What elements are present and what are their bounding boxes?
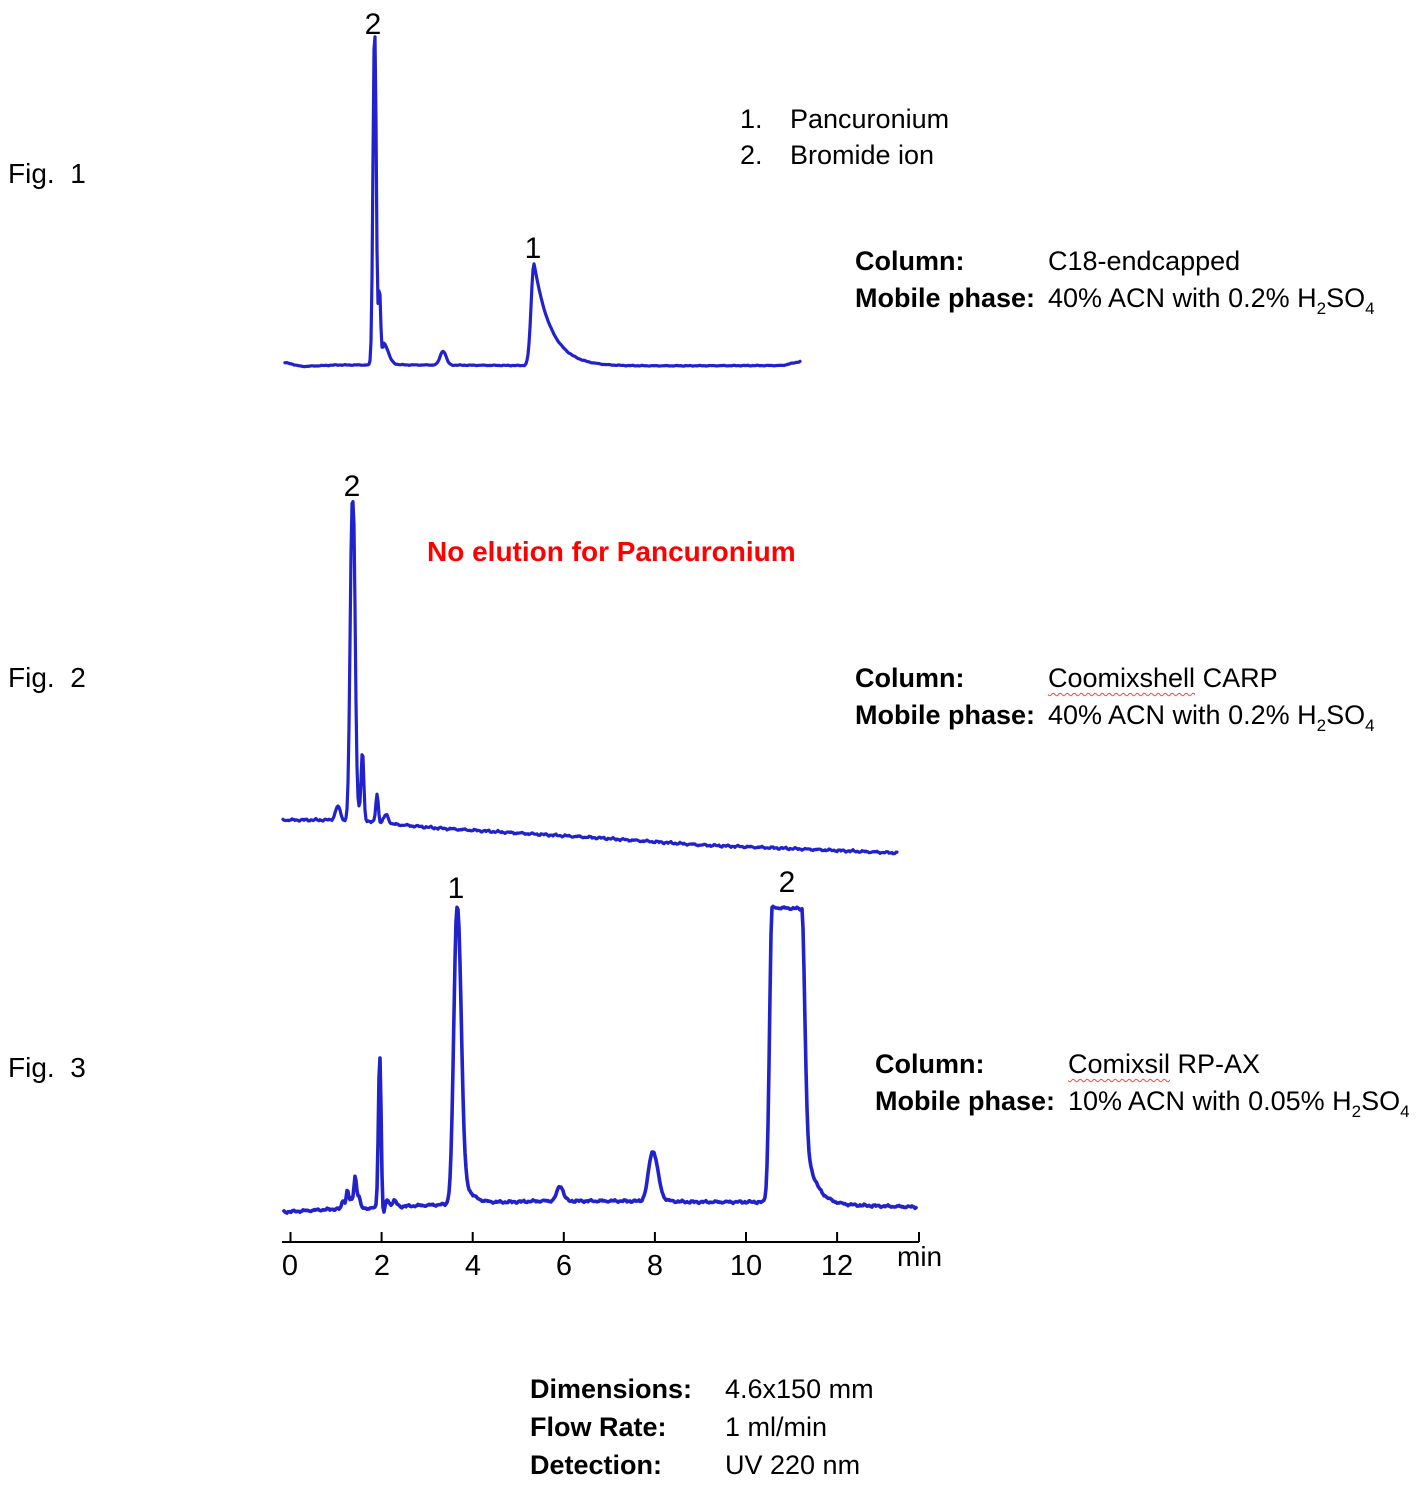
time-axis [282, 1232, 920, 1243]
flow-rate-value: 1 ml/min [725, 1412, 828, 1442]
fig1-mobile-sub1: 2 [1316, 299, 1327, 318]
fig2-mobile-sub1: 2 [1316, 716, 1327, 735]
axis-tick-2: 2 [373, 1250, 391, 1282]
fig2-column-rest: CARP [1195, 663, 1278, 693]
fig1-column-value: C18-endcapped [1048, 243, 1375, 280]
fig2-mobile-value: 40% ACN with 0.2% H2SO4 [1048, 697, 1375, 737]
detection-label: Detection: [530, 1450, 663, 1480]
fig1-info: Column: C18-endcapped Mobile phase: 40% … [855, 243, 1375, 320]
fig3-info: Column: Comixsil RP-AX Mobile phase: 10%… [875, 1046, 1410, 1123]
fig3-column-rest: RP-AX [1170, 1049, 1261, 1079]
figure-3-label: Fig. 3 [8, 1052, 86, 1083]
fig3-mobile-value: 10% ACN with 0.05% H2SO4 [1068, 1083, 1410, 1123]
fig3-column-word: Comixsil [1068, 1049, 1171, 1079]
fig1-mobile-mid: SO [1326, 283, 1366, 313]
figure-1-label: Fig. 1 [8, 158, 86, 189]
axis-tick-8: 8 [646, 1250, 664, 1282]
detection-value: UV 220 nm [725, 1450, 861, 1480]
fig3-mobile-sub2: 4 [1400, 1102, 1410, 1121]
axis-tick-10: 10 [729, 1250, 763, 1282]
fig1-mobile-value: 40% ACN with 0.2% H2SO4 [1048, 280, 1375, 320]
fig2-trace [281, 499, 899, 856]
fig1-peak2-label: 2 [364, 8, 382, 41]
fig1-column-word: C18-endcapped [1048, 246, 1241, 276]
axis-unit-label: min [897, 1241, 943, 1272]
fig1-trace [283, 35, 802, 369]
method-footer: Dimensions: 4.6x150 mm Flow Rate: 1 ml/m… [530, 1370, 874, 1484]
fig3-trace [282, 904, 918, 1215]
dimensions-value: 4.6x150 mm [725, 1374, 874, 1404]
fig2-column-value: Coomixshell CARP [1048, 660, 1375, 697]
fig2-column-label: Column: [855, 663, 965, 693]
axis-tick-0: 0 [281, 1250, 299, 1282]
dimensions-label: Dimensions: [530, 1374, 693, 1404]
fig2-info: Column: Coomixshell CARP Mobile phase: 4… [855, 660, 1375, 737]
figure-2-label: Fig. 2 [8, 662, 86, 693]
fig3-column-value: Comixsil RP-AX [1068, 1046, 1410, 1083]
fig3-peak1-label: 1 [447, 872, 465, 905]
fig2-mobile-label: Mobile phase: [855, 700, 1036, 730]
peak-legend: 1. Pancuronium 2. Bromide ion [740, 101, 949, 173]
fig1-mobile-sub2: 4 [1365, 299, 1375, 318]
fig1-peak1-label: 1 [524, 232, 542, 265]
axis-tick-12: 12 [820, 1250, 854, 1282]
axis-tick-6: 6 [555, 1250, 573, 1282]
fig2-mobile-sub2: 4 [1365, 716, 1375, 735]
axis-tick-4: 4 [464, 1250, 482, 1282]
fig3-mobile-sub1: 2 [1351, 1102, 1362, 1121]
fig2-mobile-mid: SO [1326, 700, 1366, 730]
legend-number-1: 1. [740, 104, 763, 134]
legend-item-1: 1. Pancuronium [740, 101, 949, 137]
fig1-mobile-label: Mobile phase: [855, 283, 1036, 313]
fig3-mobile-label: Mobile phase: [875, 1086, 1056, 1116]
no-elution-note: No elution for Pancuronium [427, 536, 796, 567]
fig3-mobile-mid: SO [1361, 1086, 1401, 1116]
flow-rate-label: Flow Rate: [530, 1412, 667, 1442]
legend-name-1: Pancuronium [790, 104, 950, 134]
fig2-peak2-label: 2 [343, 470, 361, 503]
legend-name-2: Bromide ion [790, 140, 935, 170]
fig3-column-label: Column: [875, 1049, 985, 1079]
fig1-mobile-pre: 40% ACN with 0.2% H [1048, 283, 1317, 313]
fig3-mobile-pre: 10% ACN with 0.05% H [1068, 1086, 1352, 1116]
legend-number-2: 2. [740, 140, 763, 170]
fig2-mobile-pre: 40% ACN with 0.2% H [1048, 700, 1317, 730]
fig2-column-word: Coomixshell [1048, 663, 1196, 693]
legend-item-2: 2. Bromide ion [740, 137, 949, 173]
fig3-peak2-label: 2 [778, 866, 796, 899]
fig1-column-label: Column: [855, 246, 965, 276]
